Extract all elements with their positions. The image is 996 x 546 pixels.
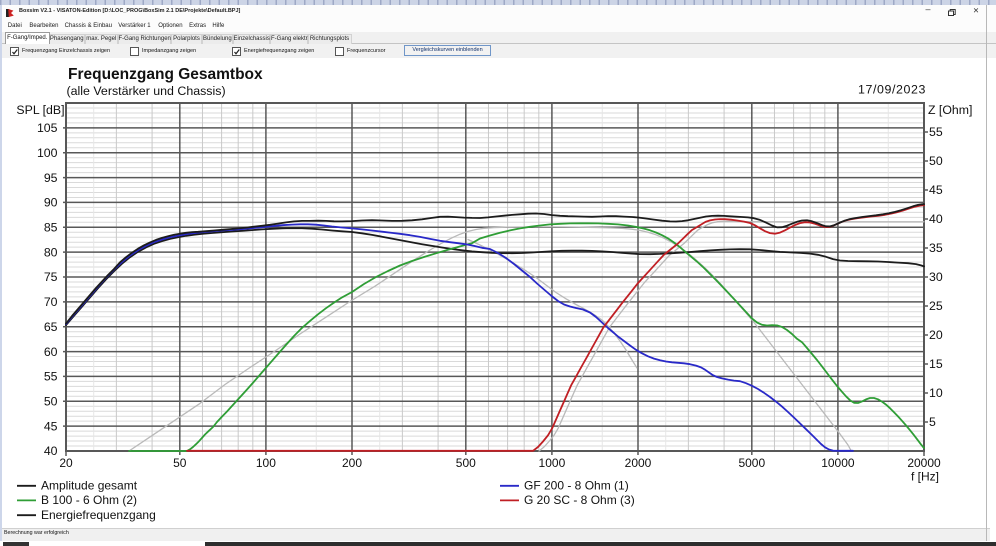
svg-text:30: 30: [929, 270, 943, 284]
svg-text:20: 20: [929, 328, 943, 342]
svg-text:Frequenzgang Gesamtbox: Frequenzgang Gesamtbox: [68, 66, 263, 83]
svg-text:15: 15: [929, 357, 943, 371]
svg-text:105: 105: [37, 121, 58, 135]
svg-text:(alle Verstärker und Chassis): (alle Verstärker und Chassis): [67, 84, 226, 98]
svg-text:10: 10: [929, 386, 943, 400]
svg-text:10000: 10000: [821, 456, 855, 470]
svg-text:B 100 - 6 Ohm (2): B 100 - 6 Ohm (2): [41, 493, 137, 507]
svg-text:SPL [dB]: SPL [dB]: [16, 103, 64, 117]
svg-text:45: 45: [44, 419, 58, 433]
svg-text:55: 55: [44, 370, 58, 384]
svg-text:55: 55: [929, 125, 943, 139]
svg-text:95: 95: [44, 171, 58, 185]
svg-text:25: 25: [929, 299, 943, 313]
svg-text:40: 40: [929, 212, 943, 226]
svg-text:20: 20: [59, 456, 73, 470]
svg-text:45: 45: [929, 183, 943, 197]
svg-text:Amplitude gesamt: Amplitude gesamt: [41, 478, 138, 492]
svg-text:50: 50: [929, 154, 943, 168]
svg-text:50: 50: [44, 394, 58, 408]
svg-text:500: 500: [456, 456, 476, 470]
svg-text:65: 65: [44, 320, 58, 334]
svg-text:40: 40: [44, 444, 58, 458]
svg-text:80: 80: [44, 245, 58, 259]
svg-text:17/09/2023: 17/09/2023: [858, 83, 926, 97]
svg-text:100: 100: [37, 146, 58, 160]
svg-text:50: 50: [173, 456, 187, 470]
svg-text:5000: 5000: [738, 456, 765, 470]
svg-text:f [Hz]: f [Hz]: [911, 470, 939, 484]
svg-text:60: 60: [44, 345, 58, 359]
svg-text:20000: 20000: [907, 456, 941, 470]
svg-text:85: 85: [44, 220, 58, 234]
svg-text:75: 75: [44, 270, 58, 284]
svg-text:1000: 1000: [539, 456, 566, 470]
svg-text:100: 100: [256, 456, 276, 470]
svg-text:200: 200: [342, 456, 362, 470]
svg-text:Z [Ohm]: Z [Ohm]: [928, 103, 972, 117]
svg-text:90: 90: [44, 196, 58, 210]
svg-text:35: 35: [929, 241, 943, 255]
svg-text:Energiefrequenzgang: Energiefrequenzgang: [41, 508, 156, 522]
svg-text:G 20 SC - 8 Ohm (3): G 20 SC - 8 Ohm (3): [524, 493, 635, 507]
svg-text:70: 70: [44, 295, 58, 309]
svg-text:5: 5: [929, 415, 936, 429]
svg-text:2000: 2000: [625, 456, 652, 470]
svg-text:GF 200 - 8 Ohm (1): GF 200 - 8 Ohm (1): [524, 478, 629, 492]
